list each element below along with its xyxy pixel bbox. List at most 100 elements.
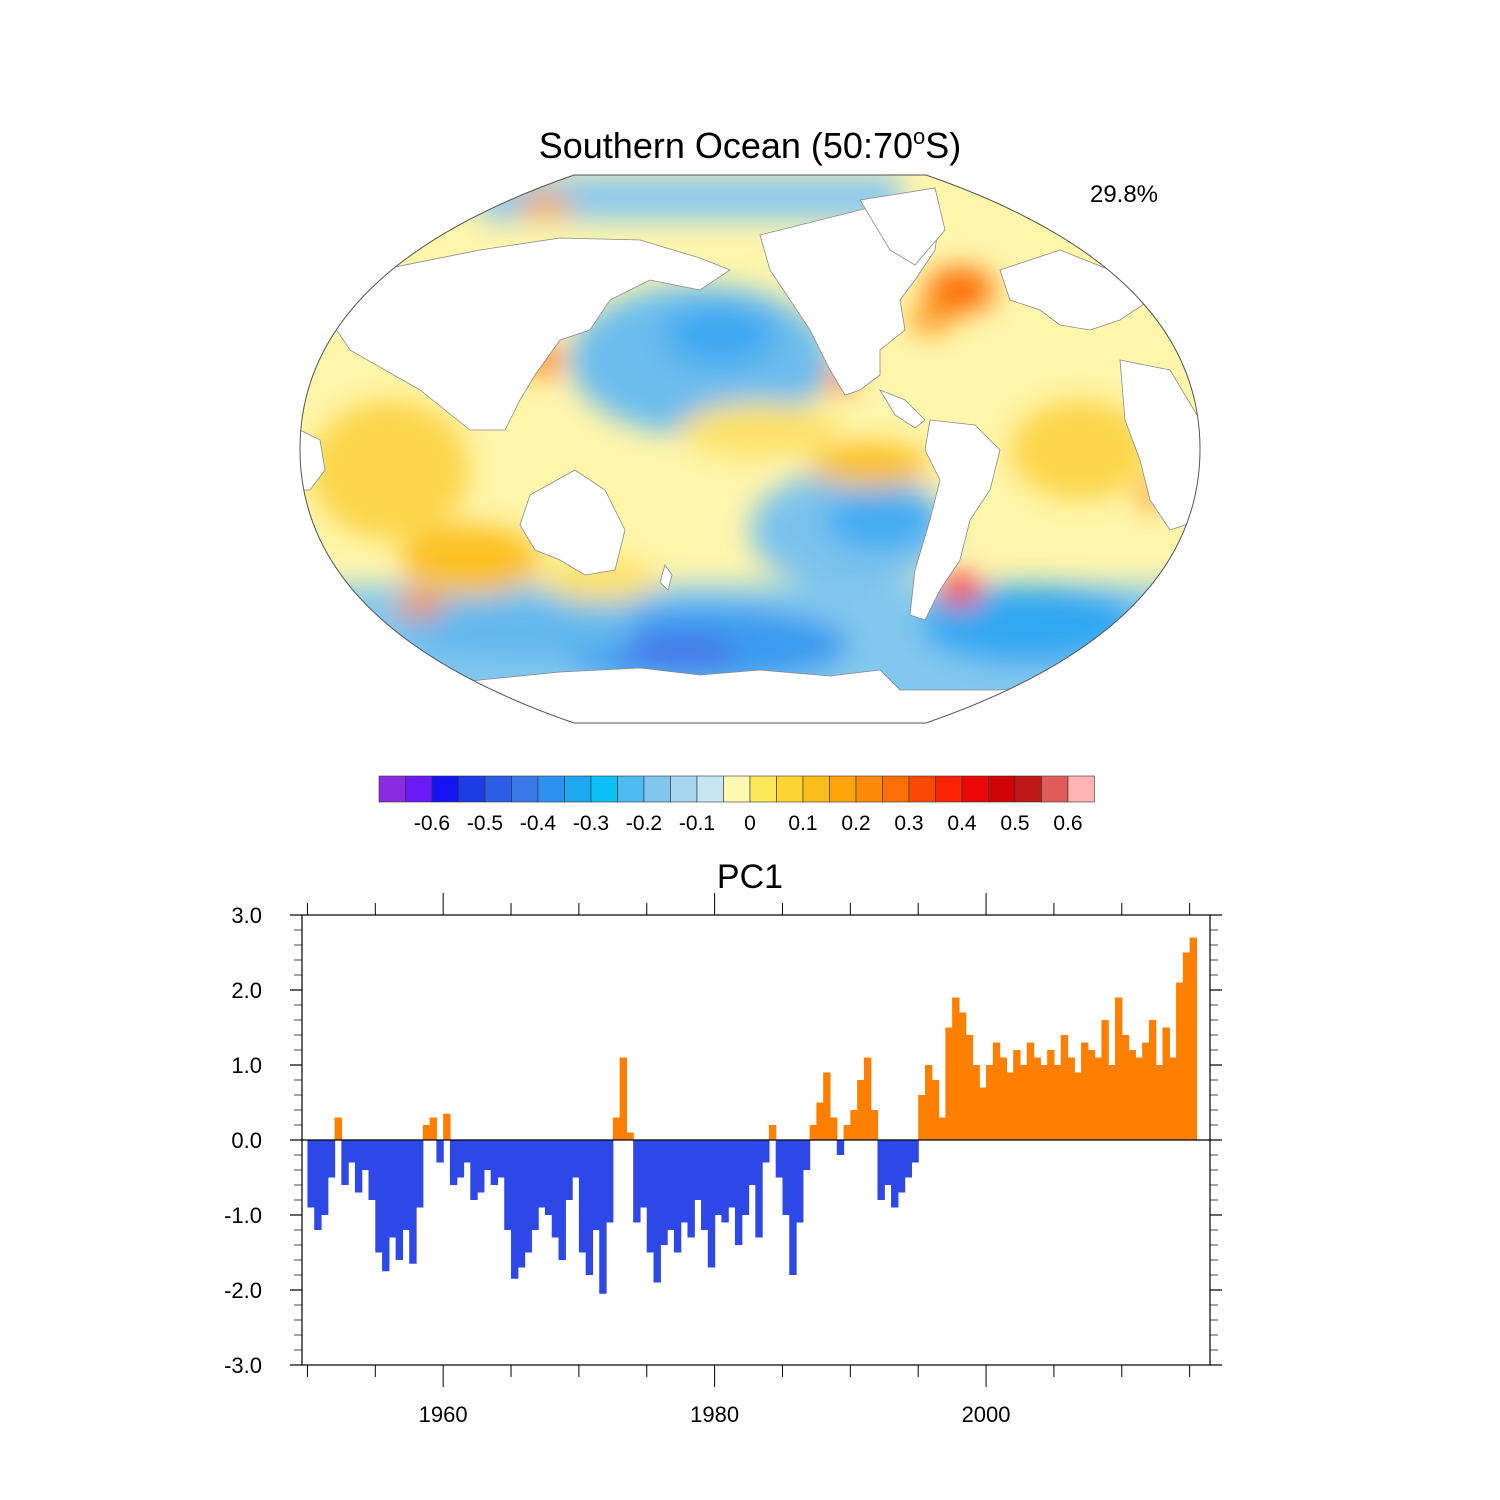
pc1-bar <box>863 1057 872 1140</box>
pc1-bar <box>836 1140 845 1155</box>
pc1-bar <box>768 1125 777 1140</box>
pc1-bar <box>809 1125 817 1140</box>
colorbar-box <box>484 775 512 803</box>
colorbar-tick-label: 0 <box>744 812 756 835</box>
pc1-bar <box>544 1140 553 1215</box>
pc1-bar <box>558 1140 566 1260</box>
pc1-bar <box>470 1140 478 1200</box>
y-tick-label: -3.0 <box>224 1353 262 1378</box>
map-border <box>299 174 1201 724</box>
pc1-bar <box>762 1140 770 1163</box>
land-central-america <box>879 389 926 429</box>
y-tick-label: 2.0 <box>231 978 262 1003</box>
pc1-bar <box>850 1110 858 1140</box>
pc1-bar <box>436 1140 444 1163</box>
pc1-bar <box>348 1140 356 1163</box>
pc1-bar <box>673 1140 682 1253</box>
colorbar-tick-label: 0.5 <box>1000 812 1029 835</box>
pc1-bar <box>327 1140 336 1178</box>
pc1-bar <box>626 1132 634 1140</box>
pc1-bar <box>755 1140 763 1238</box>
pc1-bar <box>911 1140 919 1163</box>
x-tick-label: 2000 <box>962 1402 1011 1427</box>
pc1-bar <box>1108 1065 1116 1140</box>
pc1-bar <box>687 1140 695 1238</box>
pc1-bar <box>517 1140 526 1268</box>
land-africa-left <box>300 429 326 491</box>
pc1-bar <box>307 1140 315 1208</box>
pc1-bar <box>1067 1057 1075 1140</box>
pc1-bar <box>694 1140 702 1200</box>
pc1-bar <box>931 1080 940 1140</box>
land-asia <box>329 237 731 431</box>
pc1-bar <box>1128 1050 1136 1140</box>
pc1-bars <box>307 937 1198 1294</box>
colorbar-box <box>670 775 698 803</box>
colorbar-box <box>1041 775 1069 803</box>
pc1-bar <box>1081 1042 1089 1140</box>
map-title-main: Southern Ocean (50:70 <box>539 125 913 166</box>
pc1-bar <box>796 1140 804 1223</box>
pc1-bar <box>538 1140 546 1208</box>
colorbar-tick-label: 0.3 <box>894 812 923 835</box>
pc1-bar <box>531 1140 539 1230</box>
colorbar-box <box>1067 775 1095 803</box>
colorbar-tick-label: 0.4 <box>947 812 977 835</box>
land-europe <box>999 249 1151 331</box>
colorbar-box <box>1014 775 1042 803</box>
colorbar: -0.6 -0.5 -0.4 -0.3 -0.2 -0.1 0 0.1 0.2 0.3 0.4 0.5… <box>378 775 1095 835</box>
pc1-bar <box>511 1140 519 1279</box>
colorbar-box <box>405 775 433 803</box>
pc1-bar <box>1087 1050 1096 1140</box>
pc1-bar <box>741 1140 750 1215</box>
colorbar-box <box>829 775 857 803</box>
pc1-bar <box>314 1140 322 1230</box>
colorbar-box <box>908 775 936 803</box>
pc1-bar <box>354 1140 363 1193</box>
colorbar-box <box>564 775 592 803</box>
pc1-bar <box>823 1072 831 1140</box>
variance-label: 29.8% <box>1090 181 1158 208</box>
pc1-bar <box>585 1140 594 1275</box>
pc1-bar <box>572 1140 580 1178</box>
land-africa <box>1119 359 1200 531</box>
colorbar-box <box>696 775 724 803</box>
map-title-sup: o <box>913 124 925 149</box>
pc1-bar <box>728 1140 736 1208</box>
pc1-bar <box>1026 1042 1035 1140</box>
pc1-bar <box>592 1140 600 1230</box>
land-south-america <box>909 419 1001 621</box>
colorbar-box <box>988 775 1016 803</box>
land-nz <box>659 564 673 591</box>
pc1-bar <box>992 1042 1001 1140</box>
pc1-bar <box>1176 982 1184 1140</box>
pc1-bar <box>1121 1035 1130 1140</box>
pc1-bar <box>368 1140 376 1200</box>
pc1-bar <box>619 1057 627 1140</box>
pc1-bar <box>789 1140 797 1275</box>
pc1-bar <box>395 1140 404 1260</box>
pc1-bar <box>341 1140 349 1185</box>
pc1-bar <box>660 1140 668 1245</box>
pc1-bar <box>1155 1065 1164 1140</box>
pc1-bar <box>1162 1027 1170 1140</box>
pc1-bar <box>877 1140 885 1200</box>
pc1-bar <box>897 1140 906 1193</box>
pc1-bar <box>1142 1042 1150 1140</box>
pc1-bar <box>653 1140 661 1283</box>
pc1-bar <box>524 1140 532 1253</box>
colorbar-box <box>590 775 618 803</box>
pc1-bar <box>490 1140 499 1185</box>
pc1-bar <box>443 1113 451 1140</box>
pc1-bar <box>965 1035 974 1140</box>
colorbar-box <box>935 775 963 803</box>
pc1-bar <box>870 1110 879 1140</box>
land-australia <box>519 469 626 576</box>
pc1-bar <box>816 1102 824 1140</box>
pc1-bar <box>639 1140 648 1208</box>
pc1-bar <box>633 1140 641 1223</box>
pc1-bar <box>578 1140 587 1253</box>
pc1-bar <box>1148 1020 1157 1140</box>
pc1-bar <box>449 1140 458 1185</box>
